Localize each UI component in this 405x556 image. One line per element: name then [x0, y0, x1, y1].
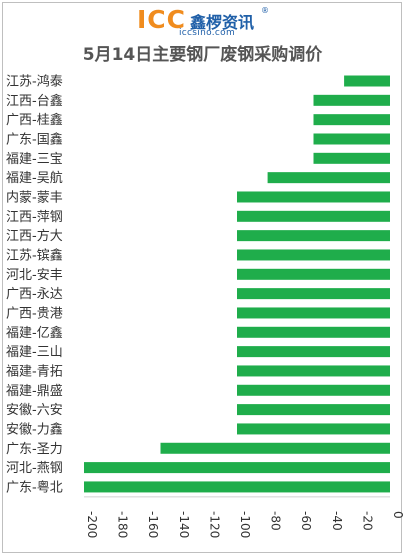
bar-21	[84, 462, 390, 474]
category-label-12: 广西-永达	[6, 287, 63, 302]
category-label-17: 福建-鼎盛	[6, 384, 63, 399]
bar-8	[237, 210, 390, 222]
x-tick-label-4: -140	[177, 511, 191, 538]
category-label-20: 广东-圣力	[6, 442, 63, 457]
x-tick-label-10: -20	[360, 511, 374, 531]
bar-12	[237, 288, 390, 300]
category-label-19: 安徽-力鑫	[6, 421, 63, 437]
x-tick-label-6: -100	[238, 511, 252, 538]
category-label-1: 江苏-鸿泰	[6, 74, 63, 90]
category-label-18: 安徽-六安	[6, 403, 63, 418]
logo-url: iccsino.com	[179, 28, 236, 38]
category-label-10: 江苏-镔鑫	[6, 247, 63, 263]
x-tick-label-9: -40	[330, 511, 344, 531]
category-label-21: 河北-燕钢	[6, 461, 63, 476]
logo-name: 鑫椤资讯	[190, 13, 255, 32]
category-label-7: 内蒙-蒙丰	[6, 189, 63, 205]
chart-title: 5月14日主要钢厂废钢采购调价	[82, 45, 323, 65]
category-label-6: 福建-吴航	[6, 170, 63, 186]
category-label-14: 福建-亿鑫	[6, 325, 63, 341]
bar-17	[237, 384, 390, 396]
x-tick-label-8: -60	[299, 511, 313, 531]
bar-20	[160, 442, 390, 454]
x-tick-label-11: 0	[391, 511, 405, 519]
x-tick-label-3: -160	[146, 511, 160, 538]
category-label-4: 广东-国鑫	[6, 131, 63, 147]
bar-14	[237, 326, 390, 338]
logo-brand: ICC	[137, 5, 186, 34]
x-tick-label-1: -200	[85, 511, 99, 538]
bar-1	[344, 75, 390, 87]
category-label-3: 广西-桂鑫	[6, 112, 63, 128]
x-tick-label-2: -180	[116, 511, 130, 538]
bar-11	[237, 268, 390, 280]
bar-10	[237, 249, 390, 261]
bar-18	[237, 404, 390, 416]
bar-2	[313, 94, 390, 106]
category-label-16: 福建-青拓	[6, 364, 63, 379]
logo-registered-mark: ®	[261, 6, 269, 15]
bar-13	[237, 307, 390, 319]
bar-4	[313, 133, 390, 145]
category-label-13: 广西-贵港	[6, 306, 63, 321]
category-label-2: 江西-台鑫	[6, 93, 63, 109]
bar-22	[84, 481, 390, 493]
bar-9	[237, 230, 390, 242]
x-tick-label-7: -80	[269, 511, 283, 531]
category-label-15: 福建-三山	[6, 345, 63, 360]
bar-16	[237, 365, 390, 377]
chart-frame	[2, 2, 402, 553]
bar-19	[237, 423, 390, 435]
bar-6	[267, 172, 390, 184]
bar-7	[237, 191, 390, 203]
category-label-9: 江西-方大	[6, 228, 63, 244]
category-label-8: 江西-萍钢	[6, 210, 63, 225]
bar-5	[313, 152, 390, 164]
category-label-22: 广东-粤北	[6, 479, 63, 495]
category-label-5: 福建-三宝	[6, 152, 63, 167]
bar-15	[237, 346, 390, 358]
category-label-11: 河北-安丰	[6, 268, 63, 283]
x-tick-label-5: -120	[207, 511, 221, 538]
bar-3	[313, 114, 390, 126]
